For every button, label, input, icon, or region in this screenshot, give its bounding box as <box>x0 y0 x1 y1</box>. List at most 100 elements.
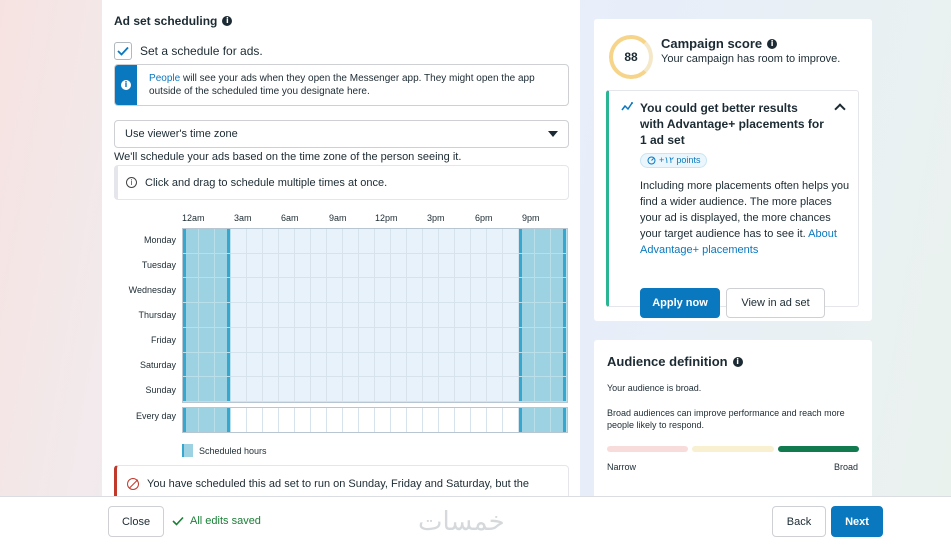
schedule-cell[interactable] <box>199 229 215 254</box>
schedule-cell[interactable] <box>359 303 375 328</box>
schedule-cell[interactable] <box>471 229 487 254</box>
schedule-cell[interactable] <box>359 278 375 304</box>
schedule-cell[interactable] <box>455 327 471 353</box>
schedule-cell[interactable] <box>439 278 455 304</box>
every-day-cell[interactable] <box>327 408 343 432</box>
schedule-cell[interactable] <box>327 229 343 254</box>
schedule-cell[interactable] <box>535 327 551 353</box>
schedule-cell[interactable] <box>439 377 455 402</box>
schedule-cell[interactable] <box>407 278 423 304</box>
every-day-cell[interactable] <box>535 408 551 432</box>
schedule-cell[interactable] <box>487 352 503 378</box>
schedule-cell[interactable] <box>263 327 279 353</box>
schedule-cell[interactable] <box>455 377 471 402</box>
schedule-cell[interactable] <box>231 352 247 378</box>
schedule-cell[interactable] <box>423 303 439 328</box>
schedule-cell[interactable] <box>439 303 455 328</box>
schedule-cell[interactable] <box>199 253 215 279</box>
schedule-cell[interactable] <box>231 303 247 328</box>
back-button[interactable]: Back <box>772 506 826 537</box>
schedule-cell[interactable] <box>407 303 423 328</box>
schedule-cell[interactable] <box>359 352 375 378</box>
schedule-cell[interactable] <box>535 352 551 378</box>
schedule-cell[interactable] <box>215 352 231 378</box>
close-button[interactable]: Close <box>108 506 164 537</box>
schedule-cell[interactable] <box>231 229 247 254</box>
schedule-cell[interactable] <box>247 253 263 279</box>
schedule-cell[interactable] <box>503 229 519 254</box>
schedule-cell[interactable] <box>503 352 519 378</box>
schedule-cell[interactable] <box>327 303 343 328</box>
schedule-cell[interactable] <box>551 327 567 353</box>
schedule-cell[interactable] <box>215 327 231 353</box>
every-day-cell[interactable] <box>359 408 375 432</box>
schedule-cell[interactable] <box>183 253 199 279</box>
schedule-cell[interactable] <box>455 352 471 378</box>
schedule-cell[interactable] <box>455 229 471 254</box>
every-day-cell[interactable] <box>311 408 327 432</box>
every-day-cell[interactable] <box>343 408 359 432</box>
every-day-cell[interactable] <box>439 408 455 432</box>
schedule-cell[interactable] <box>295 278 311 304</box>
schedule-cell[interactable] <box>503 303 519 328</box>
schedule-cell[interactable] <box>391 303 407 328</box>
schedule-cell[interactable] <box>295 229 311 254</box>
view-in-ad-set-button[interactable]: View in ad set <box>726 288 825 318</box>
schedule-cell[interactable] <box>231 278 247 304</box>
schedule-cell[interactable] <box>391 377 407 402</box>
every-day-cell[interactable] <box>215 408 231 432</box>
schedule-cell[interactable] <box>247 327 263 353</box>
schedule-cell[interactable] <box>183 278 199 304</box>
schedule-cell[interactable] <box>295 352 311 378</box>
schedule-cell[interactable] <box>407 229 423 254</box>
schedule-cell[interactable] <box>231 253 247 279</box>
schedule-cell[interactable] <box>551 377 567 402</box>
schedule-cell[interactable] <box>279 377 295 402</box>
schedule-cell[interactable] <box>263 303 279 328</box>
every-day-cell[interactable] <box>263 408 279 432</box>
schedule-cell[interactable] <box>519 377 535 402</box>
schedule-cell[interactable] <box>471 377 487 402</box>
schedule-cell[interactable] <box>487 253 503 279</box>
schedule-cell[interactable] <box>343 278 359 304</box>
schedule-cell[interactable] <box>391 327 407 353</box>
schedule-cell[interactable] <box>279 327 295 353</box>
schedule-cell[interactable] <box>439 352 455 378</box>
schedule-cell[interactable] <box>423 278 439 304</box>
schedule-cell[interactable] <box>279 253 295 279</box>
schedule-cell[interactable] <box>215 253 231 279</box>
schedule-cell[interactable] <box>519 278 535 304</box>
schedule-cell[interactable] <box>295 303 311 328</box>
schedule-cell[interactable] <box>247 377 263 402</box>
schedule-cell[interactable] <box>407 327 423 353</box>
schedule-cell[interactable] <box>551 352 567 378</box>
schedule-cell[interactable] <box>247 278 263 304</box>
schedule-cell[interactable] <box>311 303 327 328</box>
schedule-checkbox[interactable] <box>114 42 132 60</box>
schedule-cell[interactable] <box>487 327 503 353</box>
schedule-cell[interactable] <box>391 229 407 254</box>
schedule-cell[interactable] <box>487 377 503 402</box>
schedule-cell[interactable] <box>439 327 455 353</box>
schedule-cell[interactable] <box>359 253 375 279</box>
schedule-cell[interactable] <box>311 377 327 402</box>
schedule-cell[interactable] <box>327 278 343 304</box>
schedule-cell[interactable] <box>391 352 407 378</box>
schedule-cell[interactable] <box>391 278 407 304</box>
schedule-cell[interactable] <box>471 303 487 328</box>
schedule-cell[interactable] <box>231 327 247 353</box>
schedule-cell[interactable] <box>503 377 519 402</box>
chevron-up-icon[interactable] <box>834 103 846 115</box>
every-day-cell[interactable] <box>423 408 439 432</box>
schedule-cell[interactable] <box>503 278 519 304</box>
schedule-cell[interactable] <box>215 229 231 254</box>
schedule-cell[interactable] <box>263 278 279 304</box>
schedule-cell[interactable] <box>535 377 551 402</box>
schedule-cell[interactable] <box>199 278 215 304</box>
schedule-checkbox-row[interactable]: Set a schedule for ads. <box>114 42 263 60</box>
timezone-select[interactable]: Use viewer's time zone <box>114 120 569 148</box>
schedule-cell[interactable] <box>535 229 551 254</box>
schedule-cell[interactable] <box>391 253 407 279</box>
every-day-row[interactable] <box>182 407 568 433</box>
every-day-cell[interactable] <box>487 408 503 432</box>
